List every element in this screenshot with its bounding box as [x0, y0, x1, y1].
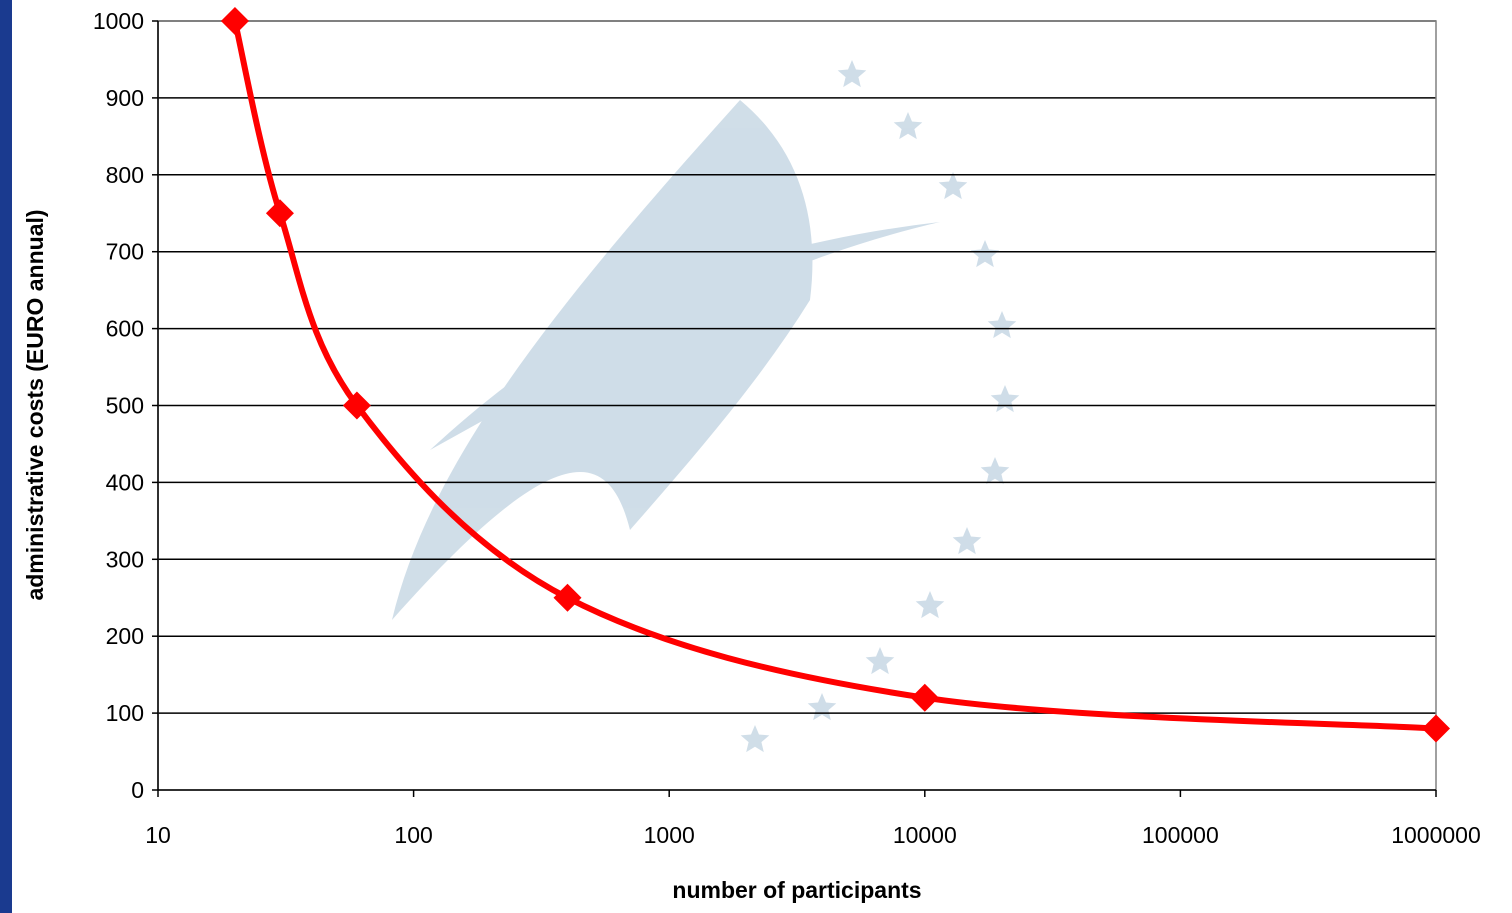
y-tick-label: 1000	[93, 8, 144, 34]
y-tick-label: 100	[106, 700, 144, 726]
data-point-marker	[553, 583, 582, 612]
x-tick-label: 1000000	[1391, 822, 1481, 848]
y-tick-label: 700	[106, 239, 144, 265]
data-point-marker	[220, 7, 249, 35]
watermark-star-icon	[807, 693, 837, 721]
watermark-star-icon	[865, 647, 895, 675]
x-tick-label: 10	[145, 822, 171, 848]
watermark-star-icon	[938, 172, 968, 200]
x-tick-label: 100000	[1142, 822, 1219, 848]
watermark-star-icon	[837, 60, 867, 88]
watermark-star-icon	[990, 385, 1020, 413]
watermark-star-icon	[952, 527, 982, 555]
y-tick-label: 900	[106, 85, 144, 111]
x-axis-title: number of participants	[672, 877, 921, 903]
series-markers	[220, 7, 1450, 743]
watermark-star-icon	[893, 112, 923, 140]
y-tick-label: 800	[106, 162, 144, 188]
y-axis-tick-labels: 0 100 200 300 400 500 600 700 800 900 1000	[93, 8, 144, 803]
y-tick-label: 600	[106, 316, 144, 342]
data-point-marker	[342, 391, 371, 420]
axes	[152, 20, 1437, 797]
watermark-star-icon	[980, 457, 1010, 485]
y-tick-label: 400	[106, 469, 144, 495]
y-axis-title: administrative costs (EURO annual)	[22, 209, 48, 600]
left-accent-band	[0, 0, 12, 913]
data-point-marker	[265, 199, 294, 228]
data-point-marker	[910, 683, 939, 712]
y-tick-label: 200	[106, 623, 144, 649]
y-tick-label: 300	[106, 546, 144, 572]
data-point-marker	[1422, 714, 1450, 743]
watermark-star-icon	[970, 240, 1000, 268]
x-tick-label: 10000	[893, 822, 957, 848]
x-tick-label: 1000	[644, 822, 695, 848]
watermark-star-icon	[740, 725, 770, 753]
y-tick-label: 0	[131, 777, 144, 803]
grid-lines	[158, 20, 1436, 714]
x-axis-tick-labels: 10 100 1000 10000 100000 1000000	[145, 822, 1481, 848]
watermark-star-icon	[915, 591, 945, 619]
y-tick-label: 500	[106, 393, 144, 419]
series-line	[231, 20, 1437, 732]
watermark-star-icon	[987, 311, 1017, 339]
x-tick-label: 100	[394, 822, 432, 848]
